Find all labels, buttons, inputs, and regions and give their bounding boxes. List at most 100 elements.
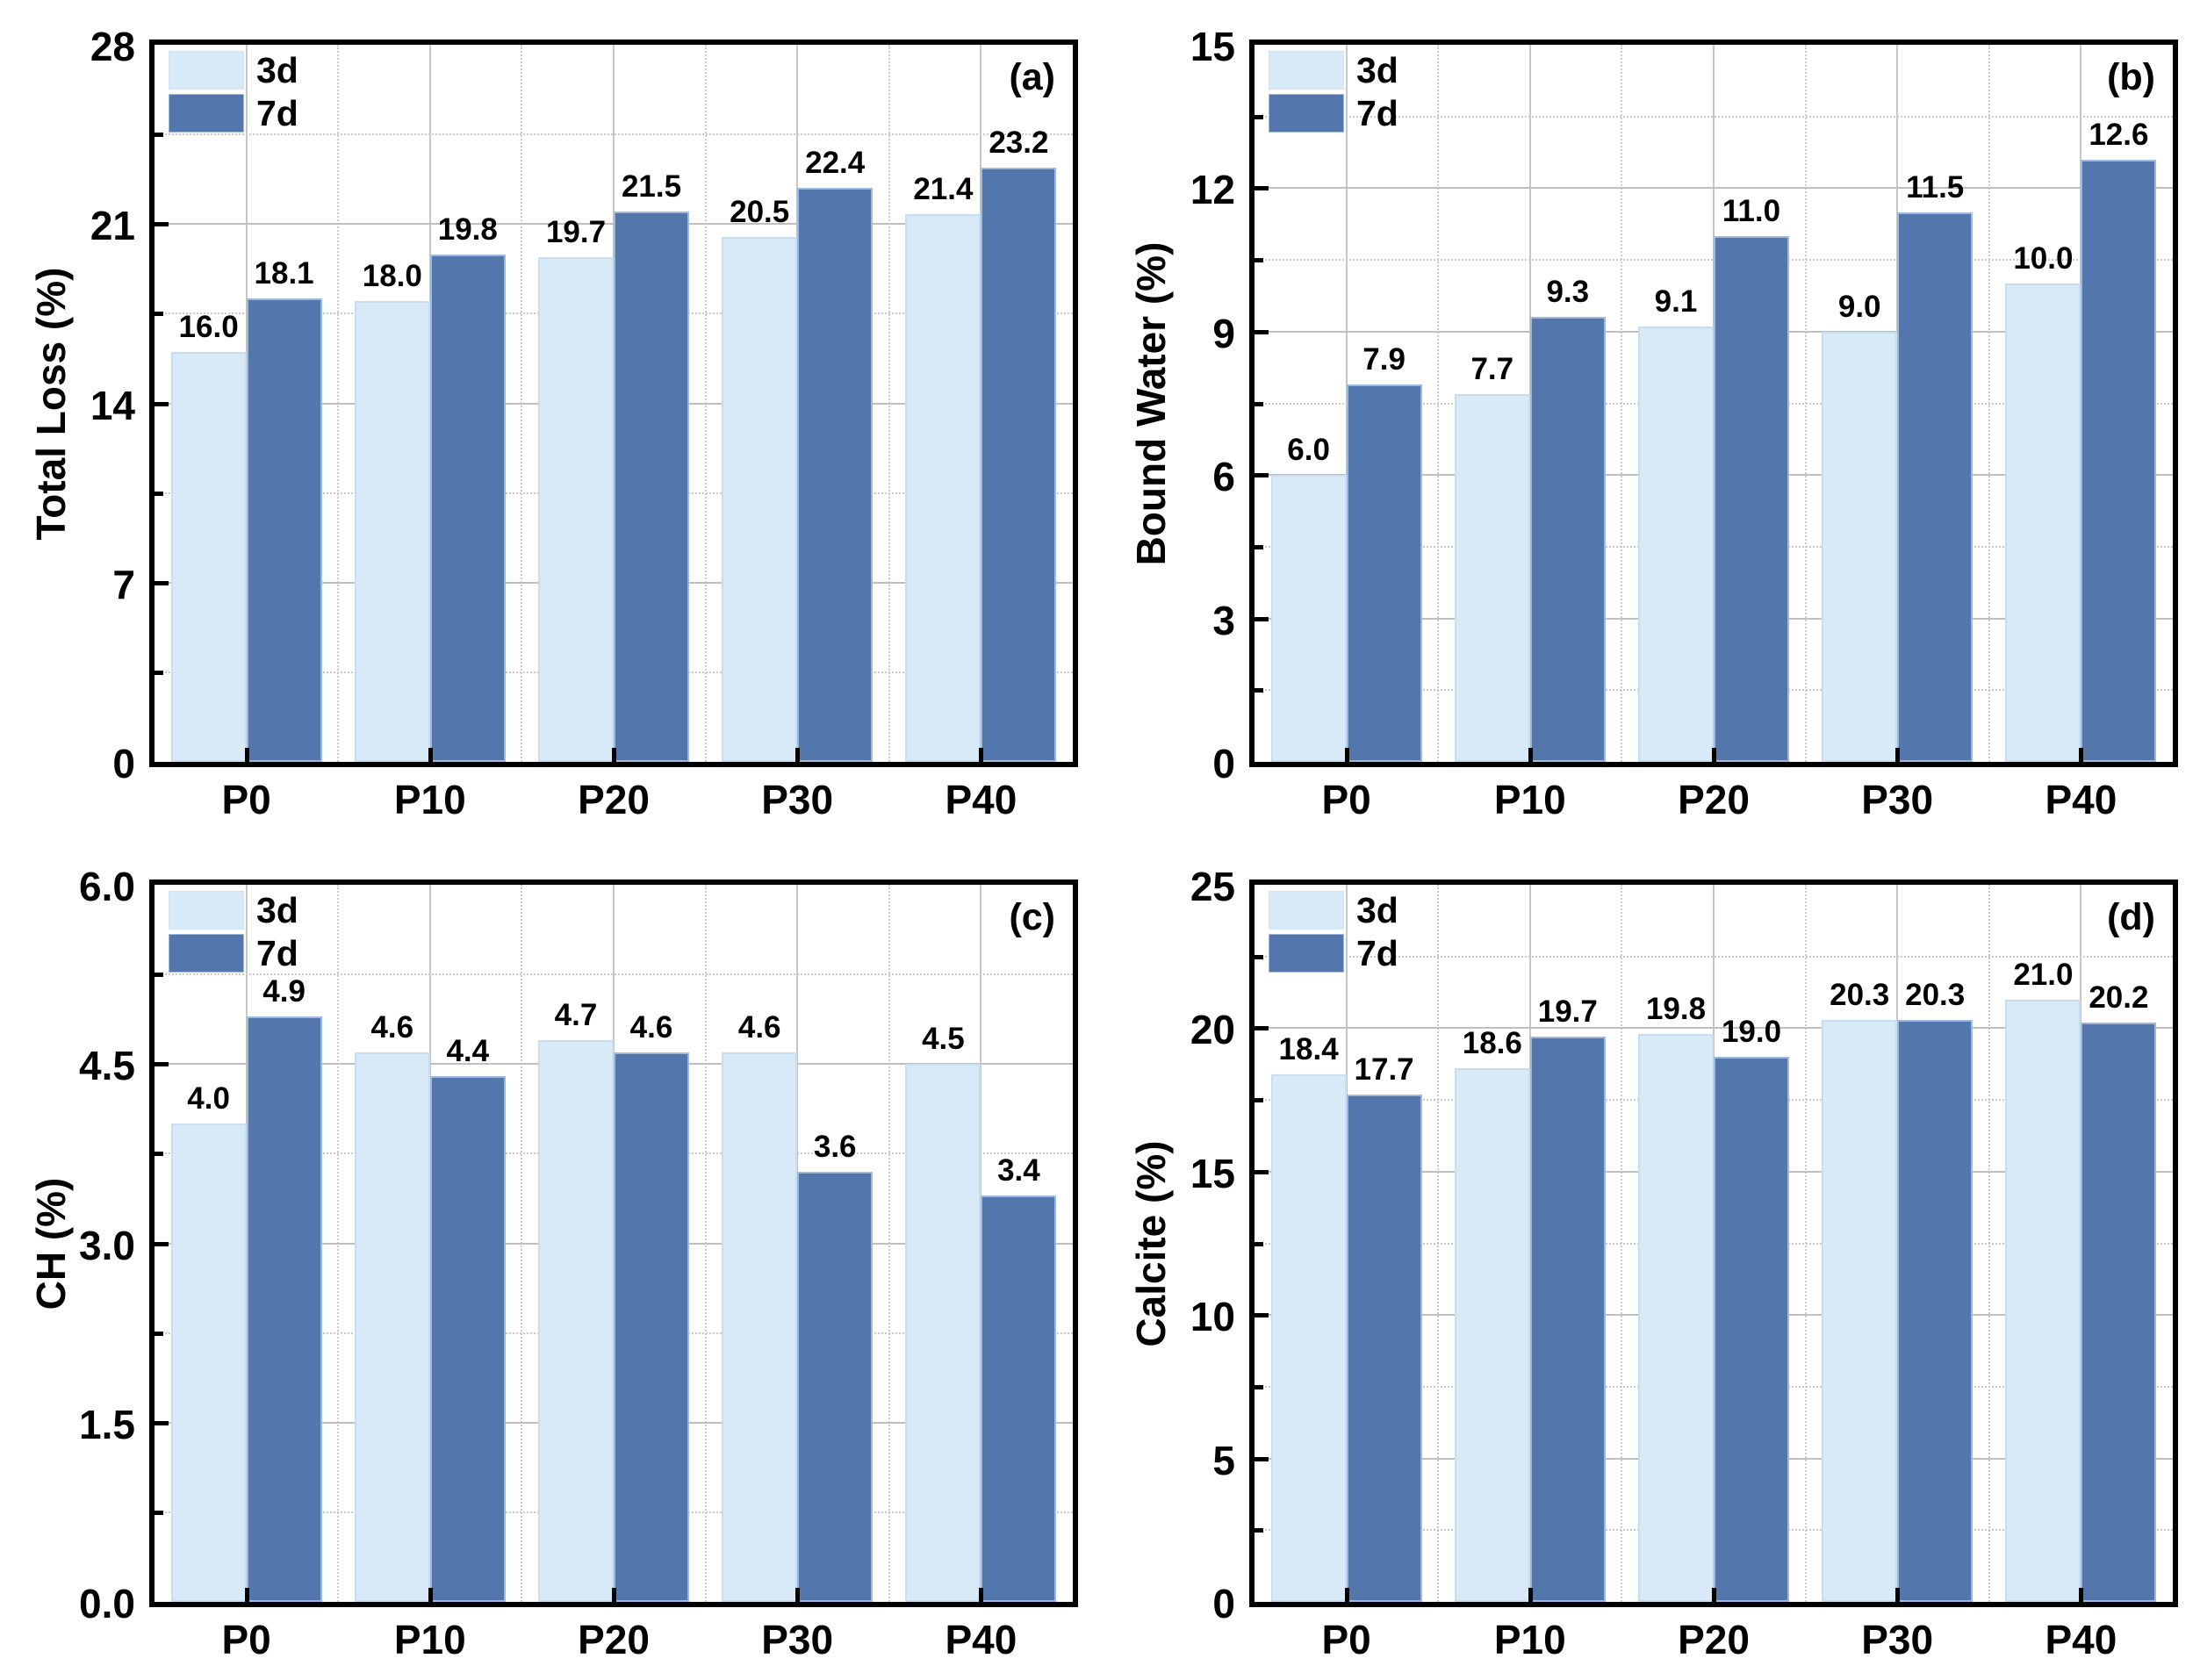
y-axis-tick-label: 9 bbox=[1212, 310, 1235, 356]
bar-3d-P20 bbox=[1638, 1033, 1714, 1602]
panel-d: Calcite (%) 18.4 17.7 18.6 19.7 19.8 19.0 20.3 2… bbox=[1100, 840, 2200, 1680]
y-axis-major-tick bbox=[1255, 1026, 1269, 1031]
bar-7d-P0 bbox=[1346, 384, 1422, 762]
bar-value-label-3d-P40: 4.5 bbox=[922, 1022, 965, 1057]
bar-3d-P30 bbox=[1822, 1019, 1898, 1602]
panel-c: CH (%) 4.0 4.9 4.6 4.4 4.7 4.6 4.6 3.6 4.5 3.4 3d 7d… bbox=[0, 840, 1100, 1680]
bar-7d-P30 bbox=[1897, 212, 1974, 762]
bar-value-label-3d-P0: 6.0 bbox=[1287, 433, 1330, 468]
x-axis-major-tick bbox=[428, 1588, 433, 1602]
bar-value-label-3d-P20: 19.7 bbox=[545, 215, 607, 250]
legend-swatch-7d bbox=[1269, 934, 1344, 973]
x-axis-category-label-P10: P10 bbox=[393, 777, 466, 822]
legend-swatch-3d bbox=[169, 51, 244, 90]
bar-3d-P0 bbox=[1270, 1073, 1347, 1602]
bar-value-label-7d-P20: 19.0 bbox=[1721, 1015, 1782, 1050]
y-axis-minor-tick bbox=[1255, 1528, 1263, 1533]
plot-area: 4.0 4.9 4.6 4.4 4.7 4.6 4.6 3.6 4.5 3.4 3d 7d (c) bbox=[149, 879, 1078, 1607]
x-axis-category-label-P0: P0 bbox=[221, 777, 271, 822]
bar-3d-P10 bbox=[1454, 393, 1530, 762]
legend-swatch-3d bbox=[1269, 51, 1344, 90]
y-axis-minor-tick bbox=[1255, 401, 1263, 406]
x-axis-major-tick bbox=[244, 748, 249, 762]
y-axis-major-tick bbox=[155, 1062, 169, 1067]
y-axis-tick-label: 0 bbox=[1212, 1581, 1235, 1626]
y-axis-minor-tick bbox=[155, 133, 163, 138]
x-axis-major-tick bbox=[2079, 1588, 2084, 1602]
bar-3d-P20 bbox=[538, 257, 614, 762]
legend-label-3d: 3d bbox=[256, 890, 298, 930]
bar-value-label-3d-P0: 16.0 bbox=[178, 310, 239, 345]
bar-3d-P30 bbox=[722, 1052, 798, 1602]
y-axis-tick-label: 15 bbox=[1190, 24, 1235, 69]
y-axis-minor-tick bbox=[155, 1152, 163, 1157]
gridline-horizontal-minor bbox=[1255, 955, 2173, 958]
y-axis-tick-label: 15 bbox=[1190, 1150, 1235, 1196]
bar-3d-P40 bbox=[2005, 284, 2081, 762]
bar-7d-P10 bbox=[429, 1075, 506, 1602]
bar-3d-P20 bbox=[538, 1040, 614, 1602]
y-axis-tick-label: 20 bbox=[1190, 1007, 1235, 1053]
bar-value-label-3d-P40: 21.4 bbox=[913, 171, 974, 206]
y-axis-tick-label: 0 bbox=[1212, 741, 1235, 786]
y-axis-minor-tick bbox=[1255, 1241, 1263, 1246]
y-axis-major-tick bbox=[155, 580, 169, 585]
bar-value-label-3d-P40: 10.0 bbox=[2013, 241, 2074, 276]
x-axis-category-label-P0: P0 bbox=[221, 1617, 271, 1662]
bar-3d-P40 bbox=[905, 1064, 981, 1602]
gridline-horizontal-major bbox=[1255, 187, 2173, 190]
bar-7d-P20 bbox=[1714, 235, 1789, 762]
bar-7d-P40 bbox=[981, 1195, 1057, 1602]
y-axis-tick-label: 12 bbox=[1190, 167, 1235, 213]
x-axis-major-tick bbox=[1344, 1588, 1349, 1602]
bar-value-label-7d-P10: 19.8 bbox=[437, 212, 498, 248]
bar-3d-P10 bbox=[354, 1052, 430, 1602]
bar-value-label-7d-P0: 7.9 bbox=[1362, 341, 1406, 377]
x-axis-category-label-P40: P40 bbox=[2045, 777, 2117, 822]
y-axis-title: Bound Water (%) bbox=[1128, 241, 1174, 565]
y-axis-major-tick bbox=[1255, 186, 1269, 191]
bar-value-label-3d-P30: 20.3 bbox=[1830, 977, 1890, 1012]
y-axis-tick-label: 0 bbox=[112, 741, 135, 786]
bar-7d-P0 bbox=[1346, 1094, 1422, 1602]
x-axis-major-tick bbox=[979, 748, 984, 762]
y-axis-tick-label: 4.5 bbox=[79, 1043, 135, 1089]
bar-7d-P30 bbox=[1897, 1019, 1974, 1602]
x-axis-major-tick bbox=[1895, 1588, 1901, 1602]
bar-7d-P20 bbox=[614, 1052, 689, 1602]
y-axis-major-tick bbox=[155, 1420, 169, 1425]
y-axis-minor-tick bbox=[155, 312, 163, 317]
legend-swatch-7d bbox=[169, 934, 244, 973]
y-axis-major-tick bbox=[1255, 616, 1269, 621]
x-axis-major-tick bbox=[612, 1588, 616, 1602]
y-axis-major-tick bbox=[1255, 1313, 1269, 1318]
y-axis-tick-label: 0.0 bbox=[79, 1581, 135, 1626]
bar-7d-P0 bbox=[246, 1016, 322, 1602]
y-axis-major-tick bbox=[1255, 1169, 1269, 1174]
x-axis-category-label-P30: P30 bbox=[761, 1617, 834, 1662]
x-axis-major-tick bbox=[795, 1588, 801, 1602]
y-axis-tick-label: 1.5 bbox=[79, 1401, 135, 1447]
x-axis-major-tick bbox=[1712, 1588, 1716, 1602]
bar-value-label-7d-P20: 21.5 bbox=[621, 169, 682, 204]
x-axis-category-label-P20: P20 bbox=[578, 777, 650, 822]
legend-label-3d: 3d bbox=[1356, 890, 1398, 930]
y-axis-tick-label: 14 bbox=[90, 382, 135, 428]
bar-value-label-7d-P30: 20.3 bbox=[1905, 977, 1966, 1012]
legend-label-7d: 7d bbox=[1356, 93, 1398, 133]
x-axis-major-tick bbox=[1895, 748, 1901, 762]
bar-value-label-3d-P20: 9.1 bbox=[1654, 284, 1698, 319]
bar-value-label-3d-P40: 21.0 bbox=[2013, 957, 2074, 992]
x-axis-major-tick bbox=[244, 1588, 249, 1602]
bar-value-label-7d-P20: 4.6 bbox=[629, 1009, 673, 1045]
bar-value-label-3d-P10: 4.6 bbox=[370, 1009, 414, 1045]
y-axis-minor-tick bbox=[1255, 258, 1263, 263]
legend-label-7d: 7d bbox=[1356, 933, 1398, 973]
bar-value-label-3d-P0: 4.0 bbox=[187, 1081, 230, 1116]
x-axis-category-label-P10: P10 bbox=[393, 1617, 466, 1662]
bar-value-label-7d-P40: 23.2 bbox=[989, 126, 1049, 161]
panel-b: Bound Water (%) 6.0 7.9 7.7 9.3 9.1 11.0 9.0 11.… bbox=[1100, 0, 2200, 840]
x-axis-major-tick bbox=[2079, 748, 2084, 762]
y-axis-minor-tick bbox=[155, 973, 163, 978]
